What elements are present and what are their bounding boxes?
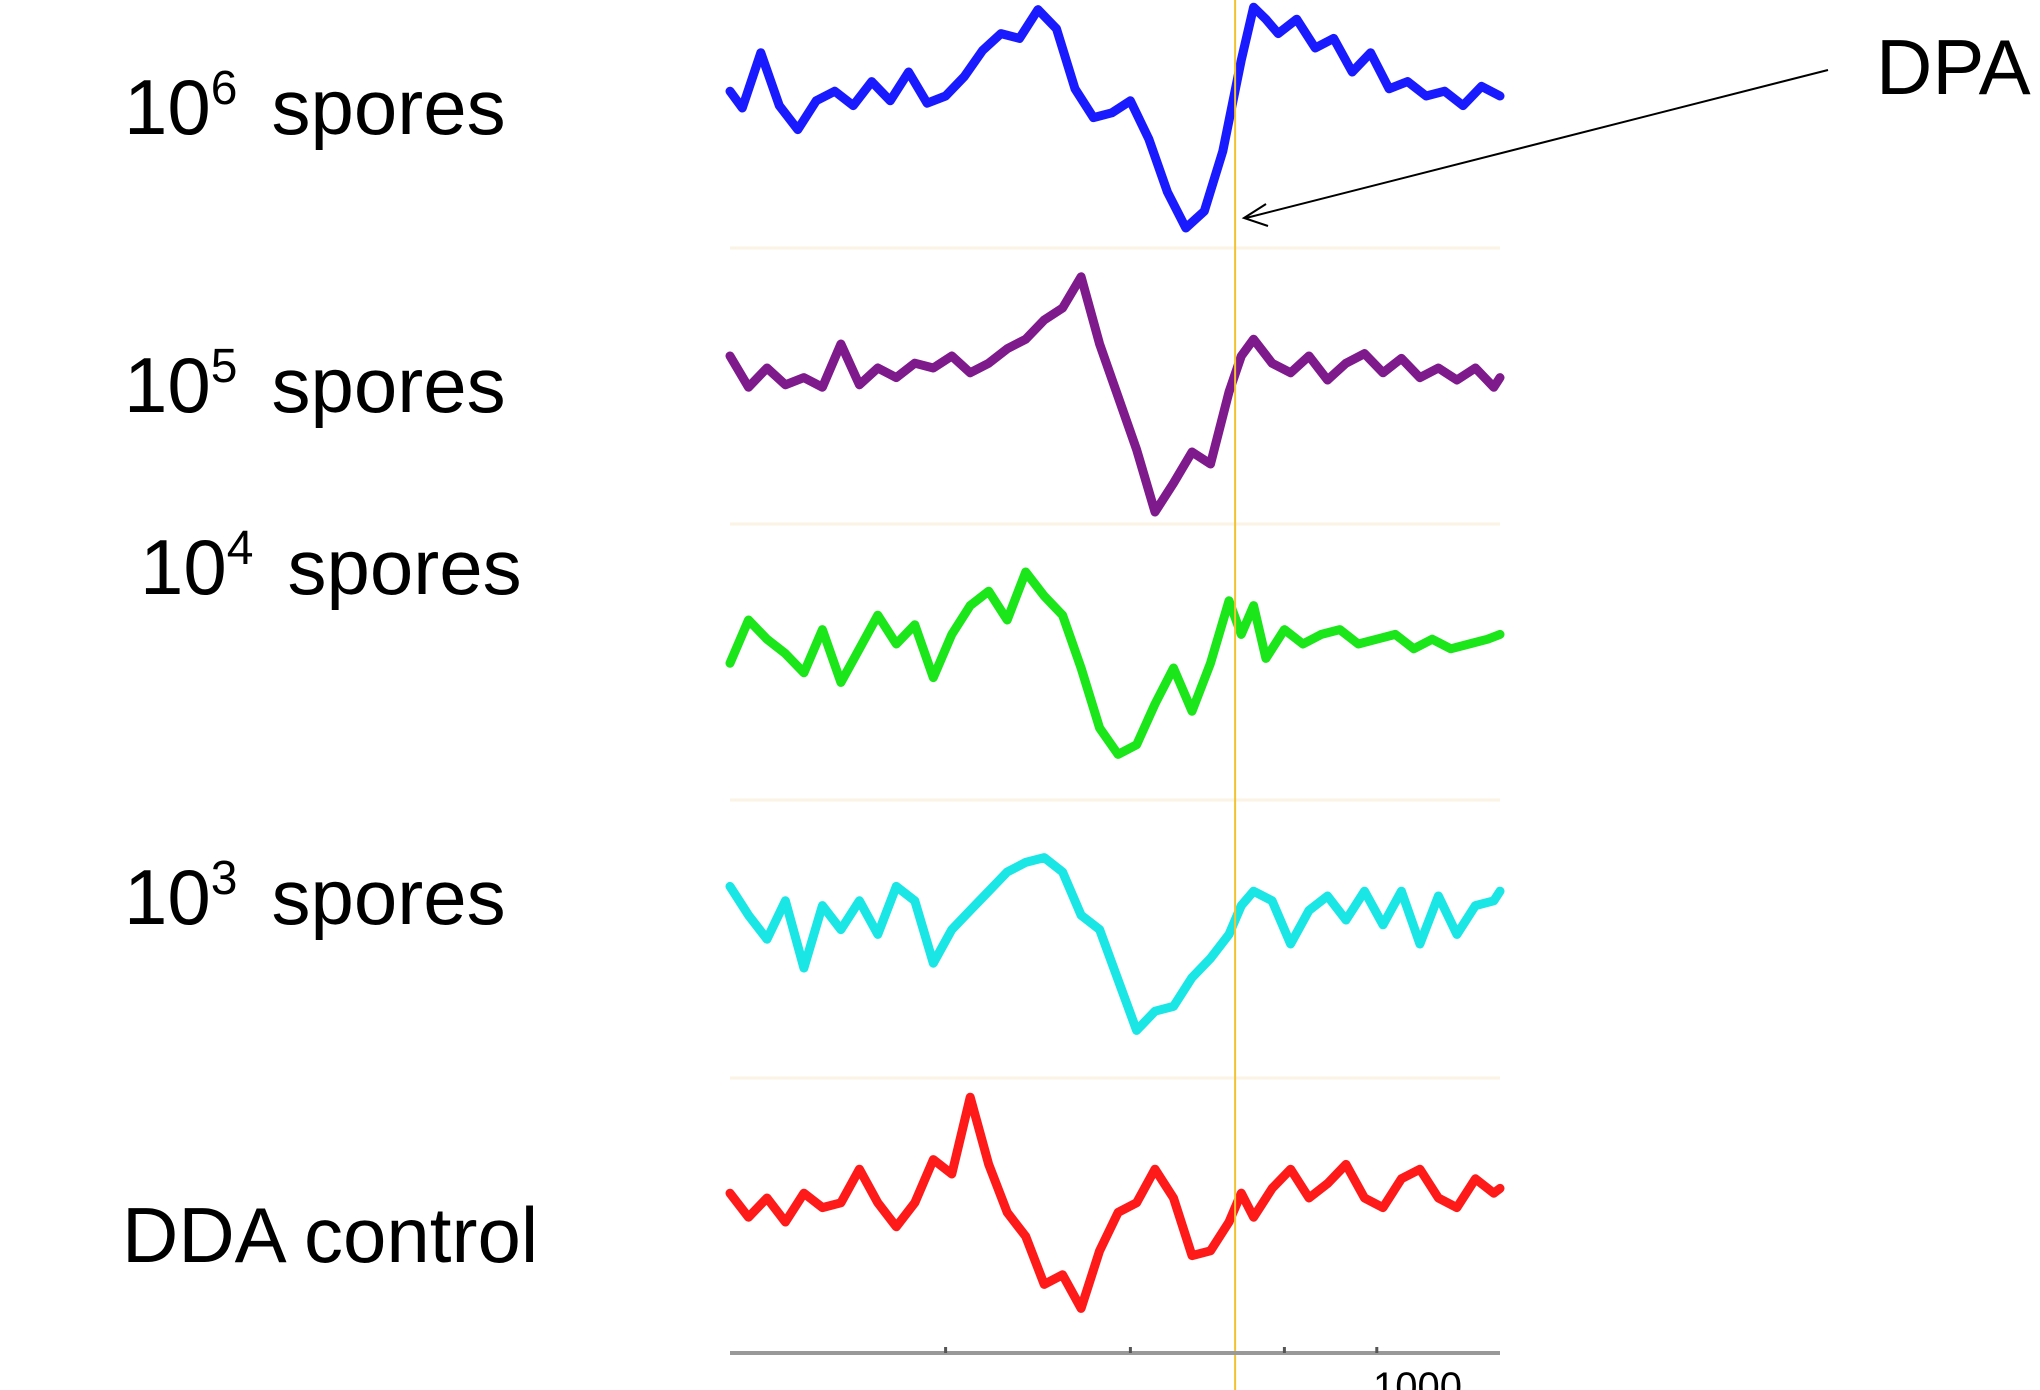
label-1e4-text: spores: [287, 523, 522, 611]
label-1e3-spores: 103 spores: [124, 855, 506, 937]
series-line-1: [725, 2, 1505, 233]
dpa-arrow: [1241, 69, 1829, 227]
label-1e6-exponent: 6: [210, 62, 238, 115]
dpa-arrow-head: [1241, 203, 1269, 227]
label-1e4-base: 10: [140, 523, 227, 611]
label-1e4-spores: 104 spores: [140, 525, 522, 607]
label-1e5-spores: 105 spores: [124, 343, 506, 425]
label-1e3-base: 10: [124, 853, 211, 941]
label-1e6-spores: 106 spores: [124, 65, 506, 147]
series-line-5: [725, 1092, 1505, 1313]
label-1e6-text: spores: [271, 63, 506, 151]
dpa-arrow-shaft: [1245, 69, 1829, 219]
x-axis: 1000: [730, 1347, 1500, 1390]
label-1e5-text: spores: [271, 341, 506, 429]
label-1e6-base: 10: [124, 63, 211, 151]
series-line-3: [725, 567, 1505, 759]
label-1e3-text: spores: [271, 853, 506, 941]
label-1e4-exponent: 4: [226, 522, 254, 575]
series-line-4: [725, 853, 1505, 1035]
dpa-annotation: DPA: [1876, 23, 2031, 111]
series-line-2: [725, 272, 1505, 517]
label-1e5-exponent: 5: [210, 340, 238, 393]
x-axis-ticks: [944, 1347, 1379, 1353]
label-1e3-exponent: 3: [210, 852, 238, 905]
x-tick-label-1000: 1000: [1373, 1365, 1462, 1390]
label-1e5-base: 10: [124, 341, 211, 429]
panel-separators: [730, 246, 1500, 1080]
label-dda-control: DDA control: [122, 1191, 539, 1279]
spectra-traces: [725, 2, 1505, 1313]
